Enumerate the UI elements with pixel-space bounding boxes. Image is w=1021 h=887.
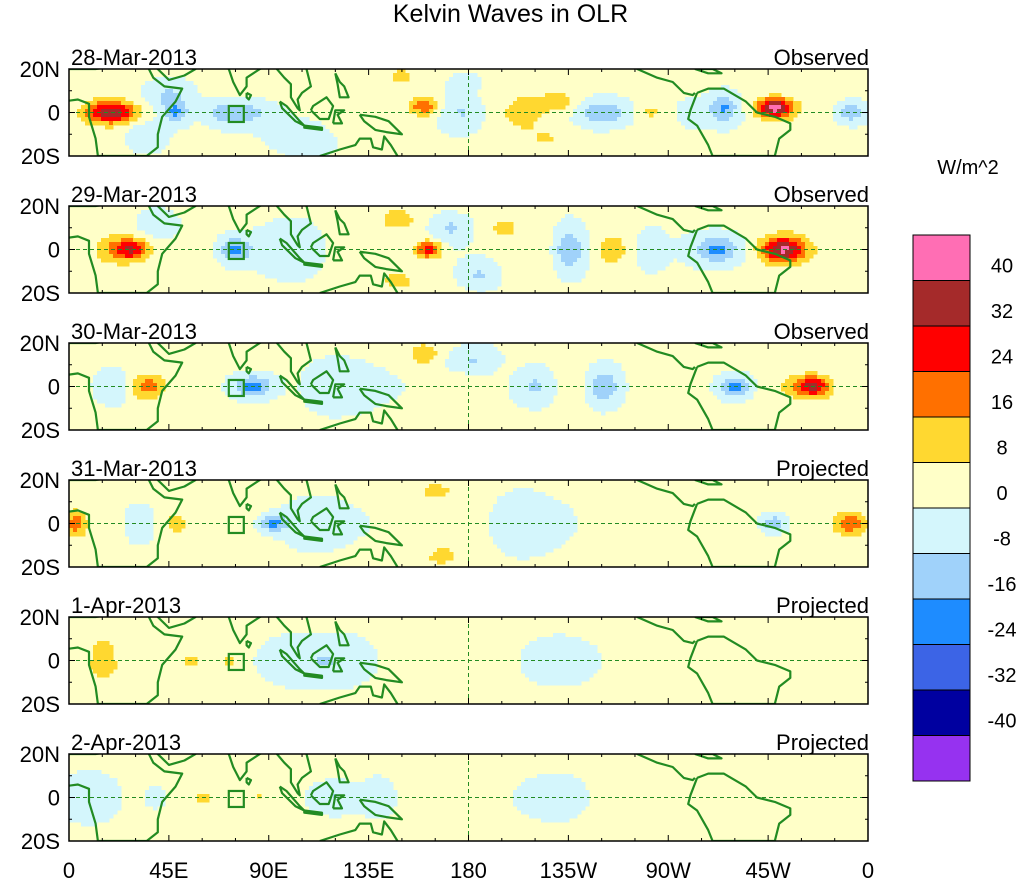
panel-ticks: [68, 479, 869, 568]
x-tick-label: 0: [862, 858, 874, 883]
colorbar-swatch: [912, 507, 971, 554]
panel-5: 20N 0 20S 1-Apr-2013 Projected: [20, 593, 869, 717]
box-marker: [227, 378, 245, 398]
panel-6: 20N 0 20S 2-Apr-2013 Projected: [20, 730, 869, 854]
panel-ticks: [68, 616, 869, 705]
colorbar-swatch: [912, 598, 971, 645]
olr-field: [97, 206, 818, 293]
x-tick-label: 45E: [149, 858, 188, 883]
panel-ticks: [68, 68, 869, 157]
panel-date-label: 28-Mar-2013: [71, 45, 197, 70]
y-tick-label: 20N: [20, 57, 60, 82]
colorbar-level-label: 32: [991, 301, 1013, 323]
olr-field: [89, 343, 834, 420]
colorbar-swatch: [912, 371, 971, 418]
y-tick-label: 0: [48, 101, 60, 126]
y-tick-label: 20N: [20, 194, 60, 219]
colorbar-swatch: [912, 689, 971, 736]
panel-4: 20N 0 20S 31-Mar-2013 Projected: [20, 456, 869, 580]
colorbar-level-label: 16: [991, 392, 1013, 414]
panel-ticks: [68, 205, 869, 294]
y-tick-label: 0: [48, 238, 60, 263]
y-tick-label: 20N: [20, 468, 60, 493]
coastlines: [69, 754, 792, 841]
panel-status-label: Projected: [776, 593, 869, 618]
box-marker: [227, 241, 245, 261]
x-tick-label: 90W: [646, 858, 691, 883]
colorbar-unit: W/m^2: [937, 157, 999, 179]
olr-field: [77, 69, 868, 156]
colorbar-swatch: [912, 553, 971, 600]
colorbar-level-label: -40: [988, 711, 1017, 733]
olr-field: [69, 770, 590, 827]
box-marker: [227, 515, 245, 535]
panel-1: 20N 0 20S 28-Mar-2013 Observed: [20, 45, 869, 169]
colorbar-swatch: [912, 416, 971, 463]
panel-ticks: [68, 753, 869, 842]
panel-ticks: [68, 342, 869, 431]
y-tick-label: 20S: [21, 418, 60, 443]
panel-date-label: 2-Apr-2013: [71, 730, 181, 755]
colorbar-swatch: [912, 234, 971, 281]
colorbar-swatch: [912, 325, 971, 372]
panel-date-label: 30-Mar-2013: [71, 319, 197, 344]
panel-date-label: 29-Mar-2013: [71, 182, 197, 207]
y-tick-label: 0: [48, 375, 60, 400]
colorbar-swatch: [912, 280, 971, 327]
x-axis: 0 45E 90E 135E 180 135W 90W 45W 0: [63, 858, 874, 883]
colorbar-level-label: 24: [991, 347, 1013, 369]
y-tick-label: 0: [48, 786, 60, 811]
colorbar: W/m^2 40 32 24 16 8 0 -8 -16 -24 -32 -40: [912, 157, 1017, 782]
panel-status-label: Observed: [774, 45, 869, 70]
box-marker: [227, 104, 245, 124]
colorbar-level-label: 40: [991, 256, 1013, 278]
colorbar-level-label: -16: [988, 574, 1017, 596]
panels-layer: 20N 0 20S 28-Mar-2013 Observed 20N 0 20S 29-Mar-…: [20, 45, 869, 854]
panel-status-label: Observed: [774, 182, 869, 207]
y-tick-label: 20S: [21, 555, 60, 580]
y-tick-label: 0: [48, 512, 60, 537]
x-tick-label: 45W: [746, 858, 791, 883]
panel-date-label: 1-Apr-2013: [71, 593, 181, 618]
panel-date-label: 31-Mar-2013: [71, 456, 197, 481]
panel-status-label: Projected: [776, 730, 869, 755]
colorbar-swatch: [912, 735, 971, 782]
colorbar-level-label: -24: [988, 620, 1017, 642]
box-marker: [227, 652, 245, 672]
colorbar-level-label: -8: [993, 529, 1011, 551]
colorbar-swatch: [912, 462, 971, 509]
y-tick-label: 20S: [21, 144, 60, 169]
y-tick-label: 20N: [20, 605, 60, 630]
coastlines: [69, 206, 792, 293]
colorbar-level-label: -32: [988, 665, 1017, 687]
coastlines: [69, 617, 792, 704]
y-tick-label: 20N: [20, 331, 60, 356]
x-tick-label: 0: [63, 858, 75, 883]
colorbar-level-label: 8: [996, 438, 1007, 460]
coastlines: [69, 69, 792, 156]
y-tick-label: 20S: [21, 281, 60, 306]
panel-status-label: Projected: [776, 456, 869, 481]
chart-title: Kelvin Waves in OLR: [392, 0, 629, 28]
panel-2: 20N 0 20S 29-Mar-2013 Observed: [20, 182, 869, 306]
x-tick-label: 90E: [249, 858, 288, 883]
box-marker: [227, 789, 245, 809]
coastlines: [69, 343, 792, 430]
x-tick-label: 180: [450, 858, 487, 883]
y-tick-label: 20S: [21, 829, 60, 854]
panel-status-label: Observed: [774, 319, 869, 344]
colorbar-level-label: 0: [996, 483, 1007, 505]
y-tick-label: 0: [48, 649, 60, 674]
x-tick-label: 135E: [343, 858, 394, 883]
coastlines: [69, 480, 792, 567]
y-tick-label: 20S: [21, 692, 60, 717]
x-tick-label: 135W: [540, 858, 598, 883]
y-tick-label: 20N: [20, 742, 60, 767]
colorbar-swatch: [912, 644, 971, 691]
panel-3: 20N 0 20S 30-Mar-2013 Observed: [20, 319, 869, 443]
